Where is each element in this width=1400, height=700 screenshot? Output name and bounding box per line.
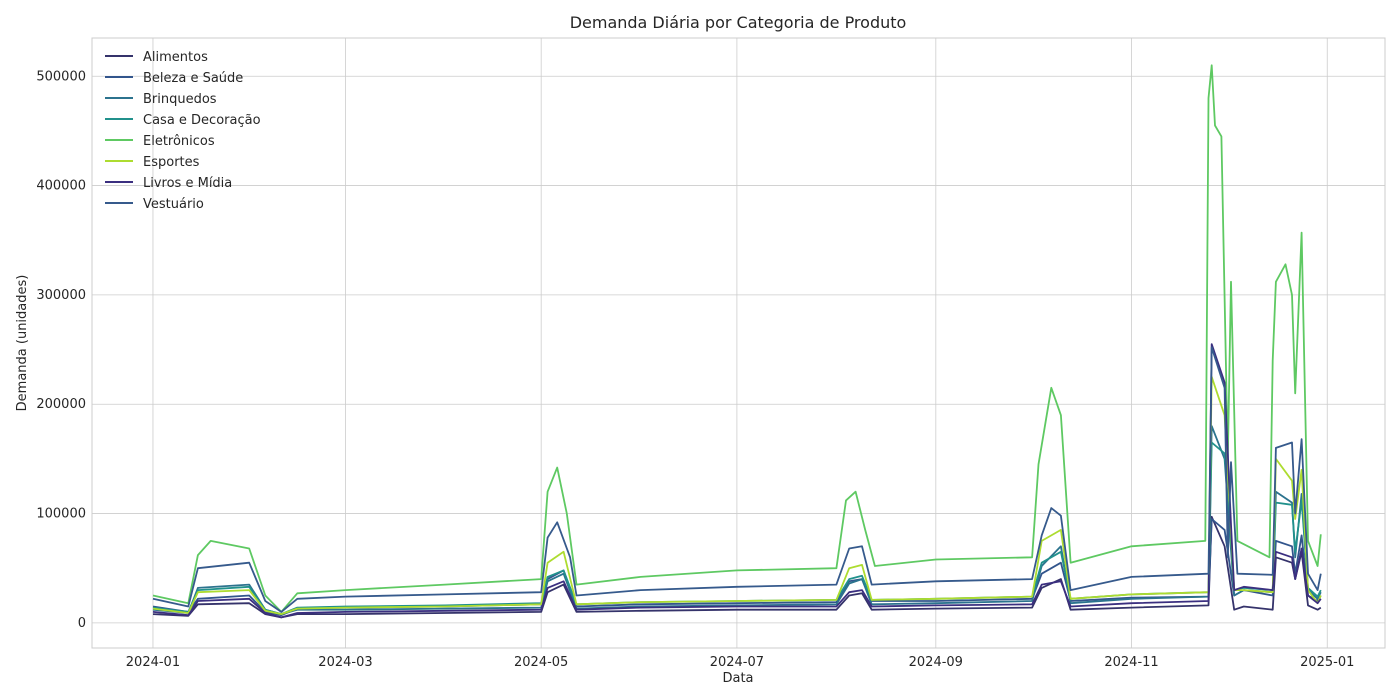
x-tick-label: 2025-01 [1300, 655, 1354, 670]
legend: Alimentos Beleza e Saúde Brinquedos Casa e … [105, 50, 261, 212]
plot-area [91, 37, 1386, 649]
y-tick-label: 0 [78, 616, 86, 631]
y-tick-label: 500000 [36, 69, 86, 84]
tick-labels: 2024-01 2024-03 2024-05 2024-07 2024-09 2024-… [36, 69, 1354, 670]
x-tick-label: 2024-11 [1104, 655, 1158, 670]
x-tick-label: 2024-07 [710, 655, 764, 670]
series-line [152, 346, 1322, 613]
grid-lines [92, 38, 1385, 648]
x-tick-label: 2024-09 [909, 655, 963, 670]
y-tick-label: 200000 [36, 397, 86, 412]
legend-label: Casa e Decoração [143, 113, 261, 128]
legend-label: Eletrônicos [143, 134, 215, 149]
x-tick-label: 2024-01 [126, 655, 180, 670]
legend-label: Vestuário [143, 197, 204, 212]
y-tick-label: 100000 [36, 507, 86, 522]
legend-label: Brinquedos [143, 92, 217, 107]
legend-label: Beleza e Saúde [143, 71, 243, 86]
x-tick-label: 2024-03 [318, 655, 372, 670]
y-axis-title: Demanda (unidades) [15, 275, 30, 412]
series-line [152, 64, 1322, 613]
legend-label: Alimentos [143, 50, 208, 65]
legend-label: Esportes [143, 155, 200, 170]
x-axis-title: Data [722, 671, 753, 686]
legend-label: Livros e Mídia [143, 176, 232, 191]
chart-title: Demanda Diária por Categoria de Produto [570, 13, 907, 32]
x-tick-label: 2024-05 [514, 655, 568, 670]
series-layer [152, 64, 1322, 619]
y-tick-label: 400000 [36, 179, 86, 194]
series-line [152, 343, 1322, 619]
y-tick-label: 300000 [36, 288, 86, 303]
